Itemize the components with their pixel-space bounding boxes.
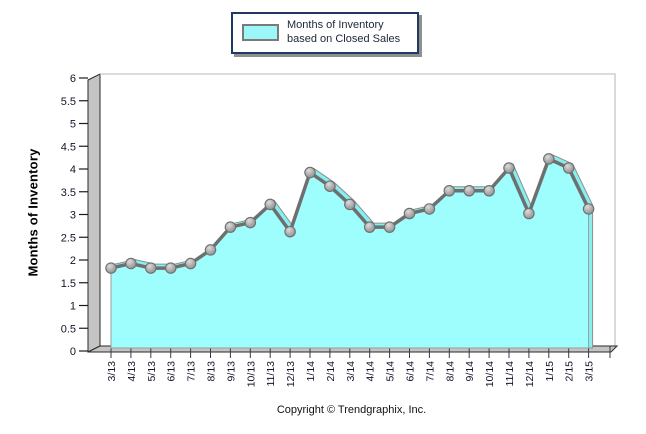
y-tick-label: 6: [70, 73, 76, 85]
x-tick-label: 3/13: [106, 361, 118, 382]
tick-labels-layer: 0 0.5 1 1.5 2 2.5 3 3.5 4 4.5 5 5.5 6 3/13 4/13 5/13 6/1…: [61, 73, 596, 387]
plot-frame: [100, 73, 616, 346]
x-tick-label: 2/15: [564, 361, 576, 382]
y-tick-label: 3.5: [61, 187, 76, 199]
x-tick-label: 8/13: [206, 361, 218, 382]
x-tick-label: 11/13: [265, 361, 277, 387]
y-axis-title: Months of Inventory: [25, 148, 41, 277]
data-point-marker: [184, 257, 197, 270]
x-tick-label: 12/13: [285, 361, 297, 387]
y-tick-label: 5.5: [61, 96, 76, 108]
x-tick-label: 10/13: [245, 361, 257, 387]
x-tick-label: 1/15: [544, 361, 556, 382]
x-tick-label: 5/14: [385, 361, 397, 382]
x-tick-label: 3/14: [345, 361, 357, 382]
legend-swatch: [242, 24, 279, 42]
data-point-marker: [105, 262, 117, 274]
data-point-marker: [204, 244, 217, 256]
x-tick-label: 3/15: [584, 361, 596, 382]
x-tick-label: 7/13: [186, 361, 198, 382]
y-tick-label: 2.5: [61, 232, 76, 244]
data-point-marker: [264, 198, 276, 211]
x-tick-label: 2/14: [325, 361, 337, 382]
x-tick-label: 10/14: [484, 361, 496, 387]
chart-legend: Months of Inventory based on Closed Sale…: [231, 12, 419, 54]
data-point-marker: [363, 221, 376, 233]
data-point-marker: [503, 162, 515, 174]
data-point-marker: [543, 153, 555, 165]
x-tick-label: 12/14: [524, 361, 536, 387]
y-tick-label: 4.5: [61, 141, 76, 153]
y-tick-label: 0.5: [61, 323, 76, 335]
data-point-marker: [423, 203, 436, 215]
legend-label: Months of Inventory based on Closed Sale…: [287, 19, 401, 45]
data-point-marker: [324, 180, 336, 192]
x-tick-label: 8/14: [444, 361, 456, 382]
data-point-marker: [284, 225, 296, 238]
data-point-marker: [463, 185, 475, 197]
data-point-marker: [523, 207, 535, 220]
data-point-marker: [145, 262, 157, 274]
data-point-marker: [304, 166, 316, 179]
y-tick-label: 0: [70, 346, 76, 358]
y-tick-label: 4: [70, 164, 76, 176]
x-tick-label: 4/14: [365, 361, 377, 382]
copyright-text: Copyright © Trendgraphix, Inc.: [276, 404, 427, 416]
data-point-marker: [224, 221, 237, 233]
x-tick-label: 4/13: [126, 361, 138, 382]
data-point-marker: [403, 207, 416, 220]
data-point-marker: [443, 185, 456, 197]
x-tick-label: 9/13: [225, 361, 237, 382]
data-point-marker: [244, 216, 257, 229]
data-point-marker: [383, 221, 396, 233]
y-tick-label: 1.5: [61, 278, 76, 290]
y-tick-label: 3: [70, 210, 76, 222]
y-tick-label: 1: [70, 301, 76, 313]
y-tick-label: 5: [70, 119, 76, 131]
x-tick-label: 5/13: [146, 361, 158, 382]
x-tick-label: 7/14: [424, 361, 436, 382]
x-tick-label: 6/14: [405, 361, 417, 382]
x-tick-label: 1/14: [305, 361, 317, 382]
series-layer: [105, 153, 595, 349]
data-point-marker: [344, 198, 356, 211]
x-tick-label: 11/14: [504, 361, 516, 387]
y-tick-label: 2: [70, 255, 76, 267]
data-point-marker: [164, 262, 177, 274]
x-tick-label: 9/14: [464, 361, 476, 382]
data-point-marker: [562, 162, 575, 174]
data-point-marker: [125, 257, 137, 270]
data-point-marker: [483, 185, 495, 197]
axis-wall-3d: [87, 73, 101, 353]
data-point-marker: [582, 203, 595, 215]
x-tick-label: 6/13: [166, 361, 178, 382]
